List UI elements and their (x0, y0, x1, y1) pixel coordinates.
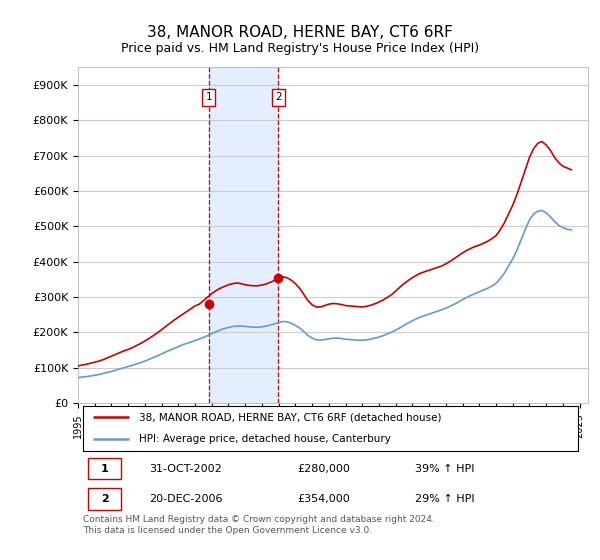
Text: 38, MANOR ROAD, HERNE BAY, CT6 6RF: 38, MANOR ROAD, HERNE BAY, CT6 6RF (147, 25, 453, 40)
Text: 31-OCT-2002: 31-OCT-2002 (149, 464, 222, 474)
FancyBboxPatch shape (83, 405, 578, 451)
Text: 1: 1 (206, 92, 212, 102)
Text: 1: 1 (101, 464, 109, 474)
Text: 39% ↑ HPI: 39% ↑ HPI (415, 464, 474, 474)
Text: 20-DEC-2006: 20-DEC-2006 (149, 494, 223, 504)
Text: Price paid vs. HM Land Registry's House Price Index (HPI): Price paid vs. HM Land Registry's House … (121, 42, 479, 55)
Text: 29% ↑ HPI: 29% ↑ HPI (415, 494, 474, 504)
Bar (88, 458, 121, 479)
Text: Contains HM Land Registry data © Crown copyright and database right 2024.
This d: Contains HM Land Registry data © Crown c… (83, 515, 435, 535)
Text: £354,000: £354,000 (297, 494, 350, 504)
Text: £280,000: £280,000 (297, 464, 350, 474)
Text: 38, MANOR ROAD, HERNE BAY, CT6 6RF (detached house): 38, MANOR ROAD, HERNE BAY, CT6 6RF (deta… (139, 412, 442, 422)
Bar (209, 67, 278, 403)
Text: 2: 2 (101, 494, 109, 504)
Text: HPI: Average price, detached house, Canterbury: HPI: Average price, detached house, Cant… (139, 435, 391, 445)
Text: 2: 2 (275, 92, 281, 102)
Bar (88, 488, 121, 510)
